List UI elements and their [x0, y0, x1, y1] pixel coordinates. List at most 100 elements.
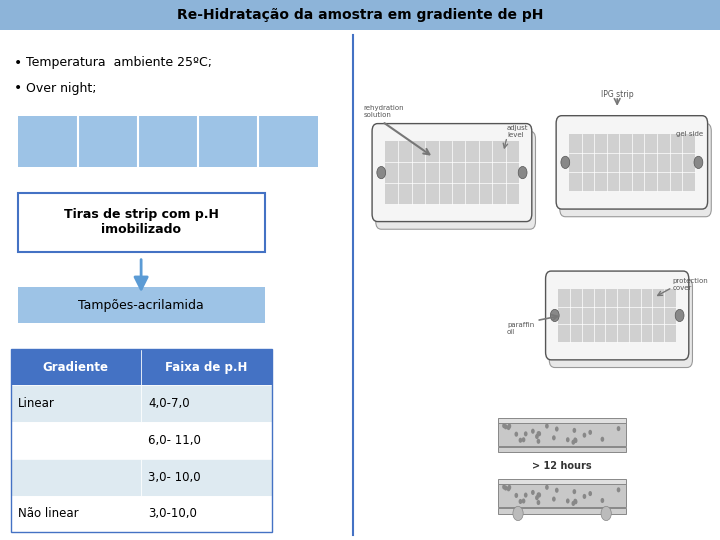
Circle shape	[555, 488, 559, 493]
Bar	[498, 423, 626, 445]
Circle shape	[536, 431, 540, 436]
Circle shape	[524, 492, 528, 498]
Text: Tiras de strip com p.H
imobilizado: Tiras de strip com p.H imobilizado	[63, 208, 219, 237]
Circle shape	[573, 498, 577, 504]
Text: Over night;: Over night;	[27, 82, 97, 95]
Circle shape	[518, 499, 522, 504]
Circle shape	[508, 423, 511, 429]
Circle shape	[600, 437, 604, 442]
Text: Gradiente: Gradiente	[43, 361, 109, 374]
Bar	[498, 480, 626, 484]
Circle shape	[675, 309, 684, 322]
Circle shape	[566, 498, 570, 503]
Circle shape	[573, 437, 577, 443]
Circle shape	[535, 495, 539, 500]
Bar	[385, 141, 519, 204]
Text: 3,0-10,0: 3,0-10,0	[148, 508, 197, 521]
Circle shape	[502, 423, 506, 428]
Bar	[11, 349, 141, 386]
Bar	[141, 349, 271, 386]
Circle shape	[572, 489, 576, 494]
Bar	[141, 459, 271, 496]
Circle shape	[377, 166, 386, 179]
Circle shape	[515, 431, 518, 437]
Circle shape	[508, 485, 511, 490]
Bar	[11, 496, 141, 532]
Text: IPG strip: IPG strip	[601, 90, 634, 99]
FancyBboxPatch shape	[376, 131, 536, 229]
Bar	[559, 289, 676, 342]
Circle shape	[545, 485, 549, 490]
Circle shape	[502, 484, 506, 489]
Text: Faixa de p.H: Faixa de p.H	[165, 361, 248, 374]
Bar	[17, 287, 265, 323]
Bar	[11, 422, 141, 459]
Bar	[17, 117, 318, 167]
FancyBboxPatch shape	[372, 124, 532, 221]
Circle shape	[515, 493, 518, 498]
Text: Temperatura  ambiente 25ºC;: Temperatura ambiente 25ºC;	[27, 56, 212, 69]
Circle shape	[518, 438, 522, 443]
Text: > 12 hours: > 12 hours	[532, 461, 592, 471]
FancyBboxPatch shape	[17, 193, 265, 252]
Circle shape	[536, 492, 540, 497]
Text: •: •	[14, 82, 22, 96]
Circle shape	[531, 490, 535, 495]
Bar	[141, 422, 271, 459]
Text: rehydration
solution: rehydration solution	[364, 105, 405, 118]
Bar	[498, 447, 626, 453]
Circle shape	[537, 492, 541, 497]
Bar	[141, 386, 271, 422]
Circle shape	[531, 429, 535, 434]
Bar	[498, 484, 626, 507]
Circle shape	[555, 427, 559, 431]
Circle shape	[552, 435, 556, 441]
Text: 6,0- 11,0: 6,0- 11,0	[148, 434, 201, 447]
Circle shape	[522, 437, 526, 442]
Bar	[141, 496, 271, 532]
Bar	[11, 386, 141, 422]
Circle shape	[561, 156, 570, 168]
Circle shape	[694, 156, 703, 168]
Circle shape	[572, 428, 576, 433]
Circle shape	[572, 501, 575, 506]
Bar	[569, 133, 695, 191]
Circle shape	[524, 431, 528, 436]
Text: 4,0-7,0: 4,0-7,0	[148, 397, 190, 410]
Text: paraffin
oil: paraffin oil	[507, 322, 534, 335]
Circle shape	[535, 434, 539, 439]
Circle shape	[601, 507, 611, 521]
Circle shape	[617, 426, 621, 431]
Circle shape	[536, 500, 540, 505]
Text: adjust
level: adjust level	[507, 125, 528, 138]
Circle shape	[574, 500, 577, 504]
Circle shape	[582, 433, 586, 438]
Bar	[11, 459, 141, 496]
Circle shape	[504, 424, 508, 429]
Text: 3,0- 10,0: 3,0- 10,0	[148, 471, 201, 484]
Text: •: •	[14, 56, 22, 70]
Circle shape	[507, 425, 510, 430]
Circle shape	[537, 431, 541, 436]
Text: Tampões-acrilamida: Tampões-acrilamida	[78, 299, 204, 312]
Bar	[498, 418, 626, 423]
Circle shape	[536, 438, 540, 444]
Text: Não linear: Não linear	[17, 508, 78, 521]
Text: protection
cover: protection cover	[672, 278, 708, 292]
Circle shape	[522, 498, 526, 504]
Circle shape	[617, 487, 621, 492]
FancyBboxPatch shape	[560, 123, 711, 217]
FancyBboxPatch shape	[556, 116, 708, 209]
Text: Linear: Linear	[17, 397, 55, 410]
Circle shape	[518, 166, 527, 179]
Circle shape	[507, 486, 510, 491]
Text: gel side: gel side	[676, 131, 703, 137]
Circle shape	[550, 309, 559, 322]
Circle shape	[572, 440, 575, 445]
Circle shape	[574, 438, 577, 443]
Circle shape	[588, 430, 592, 435]
Circle shape	[588, 491, 592, 496]
FancyBboxPatch shape	[546, 271, 689, 360]
Circle shape	[566, 437, 570, 442]
Text: Re-Hidratação da amostra em gradiente de pH: Re-Hidratação da amostra em gradiente de…	[177, 8, 543, 22]
